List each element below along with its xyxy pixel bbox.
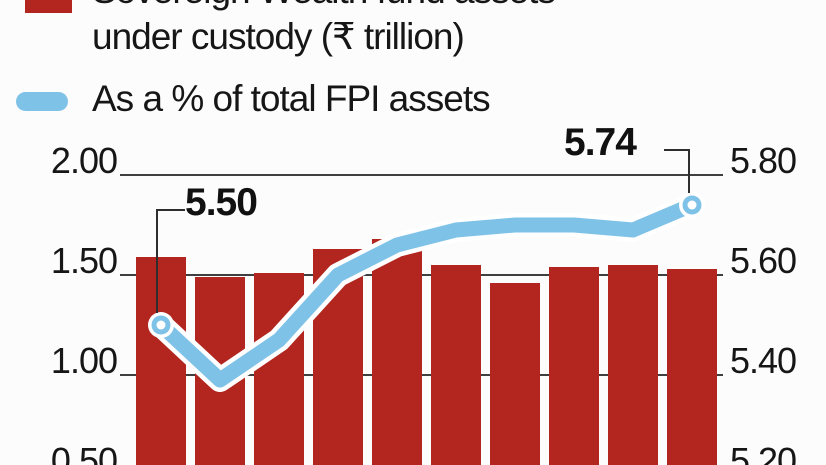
bar [490,283,540,465]
right-axis-tick-label: 5.20 [730,440,797,465]
right-axis-tick-label: 5.80 [730,140,797,181]
annotation-last-point: 5.74 [564,121,637,164]
bar [608,265,658,465]
line-endpoint-marker [679,192,705,218]
left-axis-tick-label: 2.00 [50,140,118,181]
bar [667,269,717,465]
gridline [120,174,723,176]
bar [195,277,245,465]
bar [549,267,599,465]
bar [254,273,304,465]
left-axis-tick-label: 1.50 [50,240,118,281]
callout-line-first [156,209,185,211]
bar-series-label-line1: Sovereign Wealth fund assets [92,0,556,13]
right-axis-tick-label: 5.40 [730,340,797,381]
left-axis-tick-label: 0.50 [50,440,118,465]
bar-series-swatch [25,0,72,13]
right-axis-tick-label: 5.60 [730,240,797,281]
callout-line-last [664,149,690,151]
left-axis-tick-label: 1.00 [50,340,118,381]
callout-dropline-last [688,149,690,193]
bar [431,265,481,465]
bar-series-label-line2: under custody (₹ trillion) [92,16,465,57]
line-series-swatch [16,92,68,111]
bar [136,257,186,465]
bar [372,239,422,465]
line-series-label: As a % of total FPI assets [92,78,491,119]
bar [313,249,363,465]
callout-dropline-first [156,209,158,313]
annotation-first-point: 5.50 [185,181,258,224]
